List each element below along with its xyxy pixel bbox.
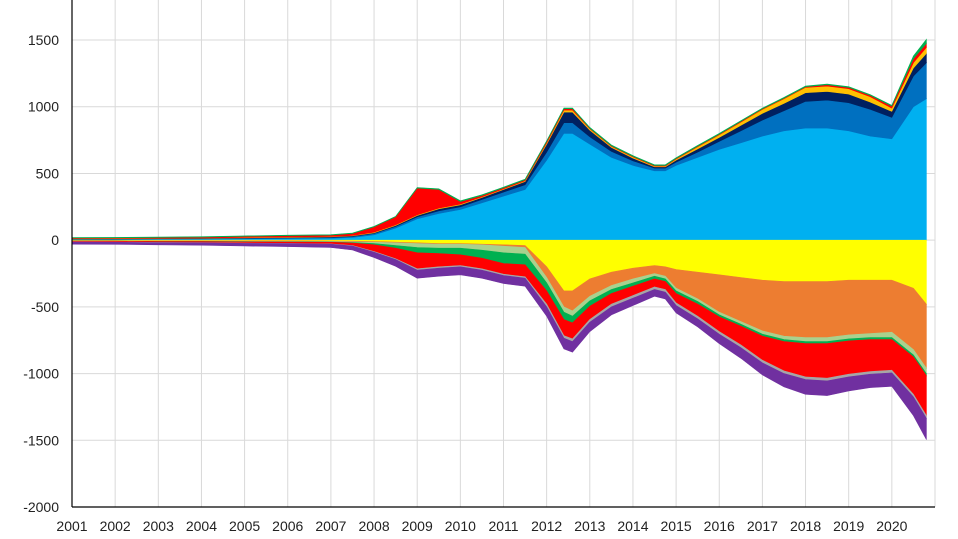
y-tick-label: -1000	[23, 366, 59, 382]
area-series-group	[71, 38, 927, 440]
x-tick-label: 2008	[358, 518, 389, 534]
x-tick-label: 2018	[790, 518, 821, 534]
x-tick-label: 2019	[833, 518, 864, 534]
x-tick-label: 2015	[661, 518, 692, 534]
y-tick-label: 500	[36, 165, 60, 181]
positive-area-series-6	[71, 38, 927, 239]
y-tick-label: 1500	[28, 32, 59, 48]
x-tick-label: 2016	[704, 518, 735, 534]
x-tick-label: 2009	[402, 518, 433, 534]
x-tick-label: 2001	[56, 518, 87, 534]
y-tick-label: -1500	[23, 432, 59, 448]
x-tick-label: 2020	[876, 518, 907, 534]
y-tick-label: 0	[51, 232, 59, 248]
x-axis-tick-labels: 2001 2002 2003 2004 2005 2006 2007 2008 2009 2010…	[56, 518, 907, 534]
x-tick-label: 2012	[531, 518, 562, 534]
x-tick-label: 2003	[143, 518, 174, 534]
x-tick-label: 2014	[617, 518, 648, 534]
x-tick-label: 2006	[272, 518, 303, 534]
x-tick-label: 2007	[315, 518, 346, 534]
x-tick-label: 2011	[488, 518, 518, 534]
x-tick-label: 2002	[100, 518, 131, 534]
x-tick-label: 2013	[574, 518, 605, 534]
x-tick-label: 2004	[186, 518, 217, 534]
x-tick-label: 2010	[445, 518, 476, 534]
x-tick-label: 2005	[229, 518, 260, 534]
y-tick-label: -2000	[23, 499, 59, 515]
y-axis-tick-labels: 1500 1000 500 0 -500 -1000 -1500 -2000	[23, 32, 59, 515]
negative-area-series-7	[71, 241, 927, 440]
x-tick-label: 2017	[747, 518, 778, 534]
axes	[71, 0, 935, 508]
y-tick-label: 1000	[28, 99, 59, 115]
y-tick-label: -500	[31, 299, 59, 315]
